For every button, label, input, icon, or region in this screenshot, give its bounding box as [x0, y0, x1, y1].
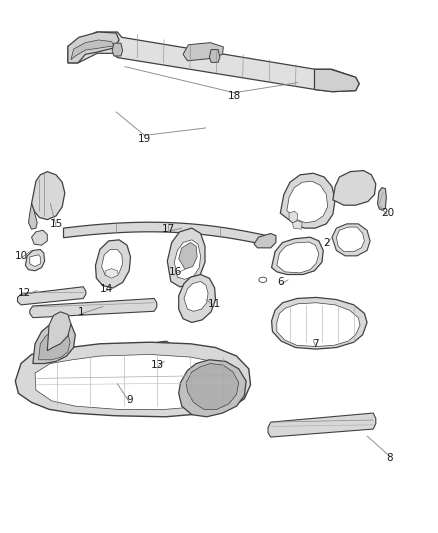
Polygon shape [155, 348, 171, 366]
Polygon shape [33, 321, 75, 364]
Polygon shape [71, 40, 114, 60]
Polygon shape [64, 222, 272, 246]
Polygon shape [336, 227, 364, 252]
Text: 1: 1 [78, 307, 85, 317]
Polygon shape [68, 32, 119, 63]
Polygon shape [47, 312, 71, 351]
Ellipse shape [88, 305, 95, 309]
Text: 6: 6 [277, 278, 284, 287]
Polygon shape [378, 188, 386, 211]
Polygon shape [272, 237, 323, 274]
Ellipse shape [217, 393, 226, 401]
Ellipse shape [259, 277, 267, 282]
Ellipse shape [120, 386, 130, 394]
Text: 16: 16 [169, 267, 182, 277]
Polygon shape [179, 243, 197, 269]
Text: 8: 8 [386, 454, 393, 463]
Polygon shape [268, 413, 376, 437]
Polygon shape [30, 255, 40, 266]
Polygon shape [18, 287, 86, 305]
Polygon shape [102, 249, 123, 277]
Polygon shape [32, 230, 47, 245]
Text: 18: 18 [228, 91, 241, 101]
Polygon shape [35, 354, 236, 409]
Polygon shape [179, 360, 246, 417]
Polygon shape [68, 32, 359, 92]
Ellipse shape [280, 265, 287, 270]
Text: 9: 9 [126, 395, 133, 405]
Ellipse shape [280, 252, 287, 257]
Polygon shape [280, 173, 335, 228]
Polygon shape [332, 224, 370, 256]
Ellipse shape [168, 388, 178, 395]
Text: 17: 17 [162, 224, 175, 234]
Text: 19: 19 [138, 134, 151, 143]
Polygon shape [277, 242, 319, 273]
Text: 20: 20 [381, 208, 394, 218]
Ellipse shape [187, 312, 192, 317]
Polygon shape [39, 329, 70, 360]
Ellipse shape [214, 370, 223, 378]
Polygon shape [167, 228, 205, 287]
Polygon shape [277, 303, 360, 346]
Polygon shape [151, 341, 175, 370]
Polygon shape [186, 364, 239, 409]
Polygon shape [272, 297, 367, 349]
Text: 7: 7 [312, 339, 319, 349]
Polygon shape [179, 274, 215, 322]
Polygon shape [209, 50, 220, 62]
Polygon shape [184, 281, 208, 311]
Polygon shape [287, 181, 328, 223]
Polygon shape [314, 69, 359, 92]
Ellipse shape [192, 391, 201, 398]
Polygon shape [254, 233, 276, 248]
Ellipse shape [54, 293, 60, 296]
Text: 14: 14 [99, 284, 113, 294]
Polygon shape [95, 240, 131, 288]
Text: 13: 13 [151, 360, 164, 370]
Ellipse shape [57, 383, 67, 390]
Text: 15: 15 [49, 219, 63, 229]
Text: 12: 12 [18, 288, 31, 298]
Polygon shape [333, 171, 376, 205]
Polygon shape [15, 342, 251, 417]
Polygon shape [174, 240, 201, 279]
Polygon shape [289, 211, 298, 223]
Ellipse shape [184, 269, 191, 274]
Polygon shape [112, 43, 123, 56]
Polygon shape [32, 172, 65, 220]
Polygon shape [30, 298, 157, 318]
Text: 10: 10 [14, 251, 28, 261]
Polygon shape [25, 249, 45, 271]
Text: 11: 11 [208, 299, 221, 309]
Polygon shape [105, 269, 118, 278]
Text: 2: 2 [323, 238, 330, 247]
Polygon shape [28, 204, 37, 229]
Polygon shape [293, 221, 302, 229]
Polygon shape [183, 43, 223, 61]
